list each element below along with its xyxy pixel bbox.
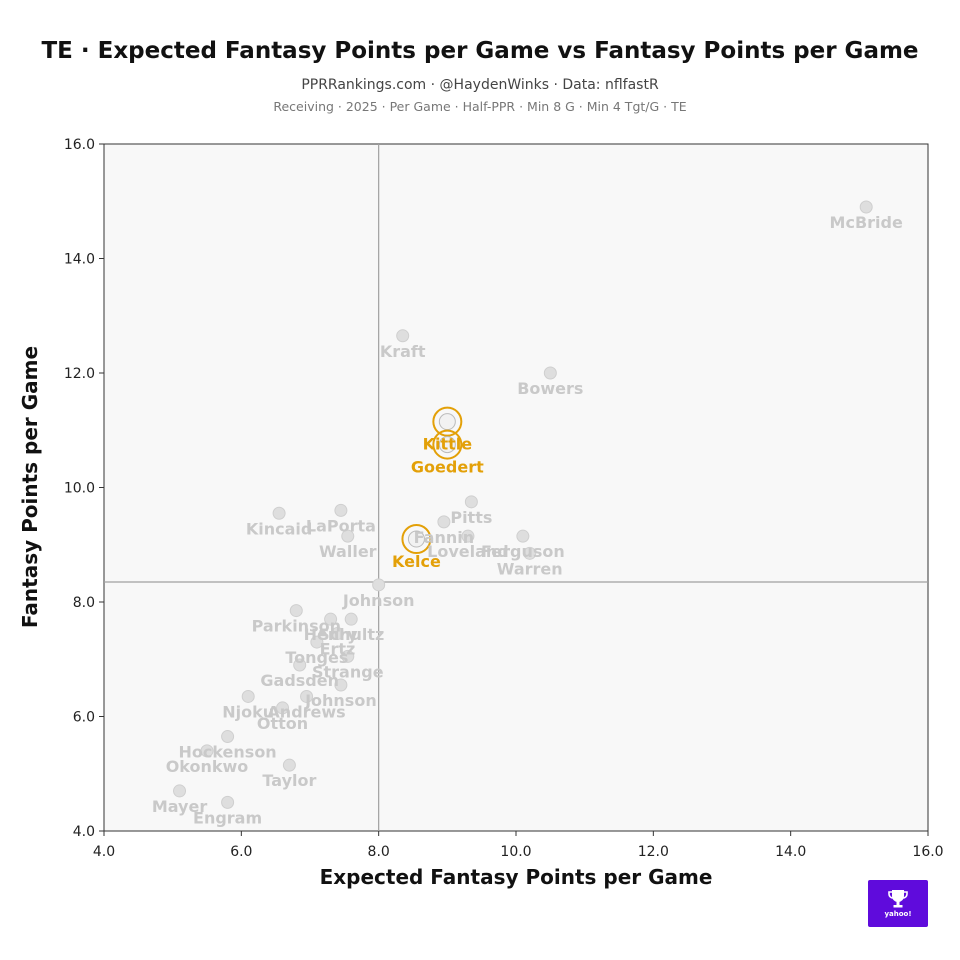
point-label: Pitts xyxy=(450,508,492,527)
y-tick-label: 10.0 xyxy=(64,481,95,497)
plot-area xyxy=(103,143,929,832)
point-label: Andrews xyxy=(267,702,345,721)
data-point xyxy=(300,689,314,703)
data-point xyxy=(173,784,187,798)
x-axis-label: Expected Fantasy Points per Game xyxy=(320,865,713,889)
point-label: McBride xyxy=(830,213,903,232)
y-tick-label: 16.0 xyxy=(64,137,95,153)
point-label: Taylor xyxy=(262,771,316,790)
y-tick-label: 6.0 xyxy=(73,710,95,726)
data-point xyxy=(344,612,358,626)
team-logo-icon xyxy=(438,436,456,454)
y-axis-label: Fantasy Points per Game xyxy=(18,346,42,628)
point-label: Henry xyxy=(304,625,359,644)
data-point xyxy=(334,678,348,692)
point-label: Fannin xyxy=(414,528,474,547)
y-tick-label: 14.0 xyxy=(64,252,95,268)
point-label: Otton xyxy=(257,714,308,733)
x-tick-label: 12.0 xyxy=(638,844,669,860)
data-point xyxy=(200,744,214,758)
point-label: Tonges xyxy=(285,648,348,667)
data-point xyxy=(289,604,303,618)
trophy-icon xyxy=(888,890,908,908)
point-label: LaPorta xyxy=(306,516,376,535)
data-point xyxy=(276,701,290,715)
point-label: Johnson xyxy=(304,691,377,710)
data-point xyxy=(372,578,386,592)
data-point xyxy=(859,200,873,214)
team-logo-icon xyxy=(407,530,425,548)
chart-title: TE · Expected Fantasy Points per Game vs… xyxy=(41,38,919,64)
data-point xyxy=(282,758,296,772)
point-label: Johnson xyxy=(342,591,415,610)
data-point xyxy=(324,612,338,626)
data-point xyxy=(293,658,307,672)
chart-subtitle: PPRRankings.com · @HaydenWinks · Data: n… xyxy=(301,77,659,93)
x-tick-label: 6.0 xyxy=(230,844,252,860)
data-point xyxy=(396,329,410,343)
data-point xyxy=(241,689,255,703)
team-logo-icon xyxy=(438,413,456,431)
point-label: Okonkwo xyxy=(166,757,249,776)
data-point xyxy=(461,529,475,543)
x-tick-label: 14.0 xyxy=(775,844,806,860)
y-tick-label: 12.0 xyxy=(64,366,95,382)
x-tick-label: 16.0 xyxy=(912,844,943,860)
point-label: Loveland xyxy=(427,542,509,561)
data-point-highlight xyxy=(432,406,463,437)
point-label: Kraft xyxy=(380,342,426,361)
point-label: Gadsden xyxy=(260,671,339,690)
data-point xyxy=(464,495,478,509)
data-point xyxy=(543,366,557,380)
x-tick-label: 10.0 xyxy=(500,844,531,860)
data-point xyxy=(272,506,286,520)
x-tick-label: 8.0 xyxy=(368,844,390,860)
data-point xyxy=(437,515,451,529)
point-label: Warren xyxy=(497,559,563,578)
point-label: Parkinson xyxy=(252,617,341,636)
data-point xyxy=(523,546,537,560)
point-label: Waller xyxy=(319,542,377,561)
data-point-highlight xyxy=(432,429,463,460)
yahoo-logo: yahoo! xyxy=(868,880,928,927)
point-label: Strange xyxy=(312,662,384,681)
x-tick-label: 4.0 xyxy=(93,844,115,860)
data-point xyxy=(310,635,324,649)
point-label: Njoku xyxy=(222,702,274,721)
data-point xyxy=(221,795,235,809)
y-tick-label: 4.0 xyxy=(73,824,95,840)
point-label: Kincaid xyxy=(246,519,313,538)
point-label: Schultz xyxy=(318,625,384,644)
point-label: Kittle xyxy=(423,435,473,454)
point-label: Kelce xyxy=(392,552,441,571)
data-point xyxy=(334,503,348,517)
point-label: Goedert xyxy=(411,458,484,477)
data-point xyxy=(341,529,355,543)
point-label: Bowers xyxy=(517,379,583,398)
logo-text: yahoo! xyxy=(884,910,912,918)
chart-filters: Receiving · 2025 · Per Game · Half-PPR ·… xyxy=(273,99,687,114)
data-point-highlight xyxy=(401,524,432,555)
y-tick-label: 8.0 xyxy=(73,595,95,611)
point-label: Hockenson xyxy=(178,743,276,762)
point-label: Ferguson xyxy=(481,542,565,561)
point-label: Mayer xyxy=(152,797,208,816)
point-label: Ertz xyxy=(320,639,356,658)
data-point xyxy=(516,529,530,543)
data-point xyxy=(341,649,355,663)
data-point xyxy=(330,626,344,640)
point-label: Engram xyxy=(193,808,262,827)
data-point xyxy=(221,730,235,744)
